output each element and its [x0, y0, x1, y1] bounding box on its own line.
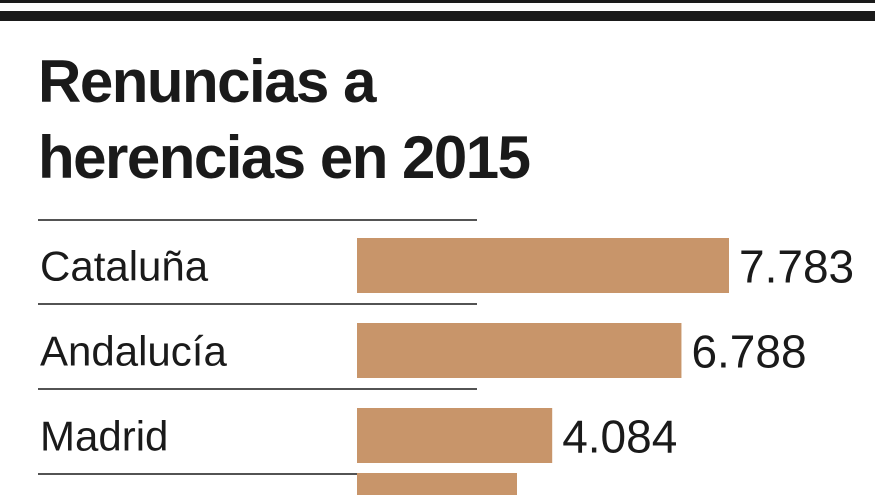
header-rule-thin — [0, 0, 875, 3]
category-label: Madrid — [40, 413, 168, 460]
value-label: 7.783 — [739, 241, 854, 293]
value-label: 4.084 — [562, 411, 677, 463]
bar-cropped — [357, 473, 517, 495]
category-label: Andalucía — [40, 328, 227, 375]
bar-madrid — [357, 408, 553, 463]
bar-cataluña — [357, 238, 729, 293]
chart-title: Renuncias a herencias en 2015 — [38, 48, 531, 191]
bar-andalucía — [357, 323, 682, 378]
category-label: Cataluña — [40, 243, 209, 290]
header-rule-thick — [0, 11, 875, 21]
value-label: 6.788 — [691, 326, 806, 378]
